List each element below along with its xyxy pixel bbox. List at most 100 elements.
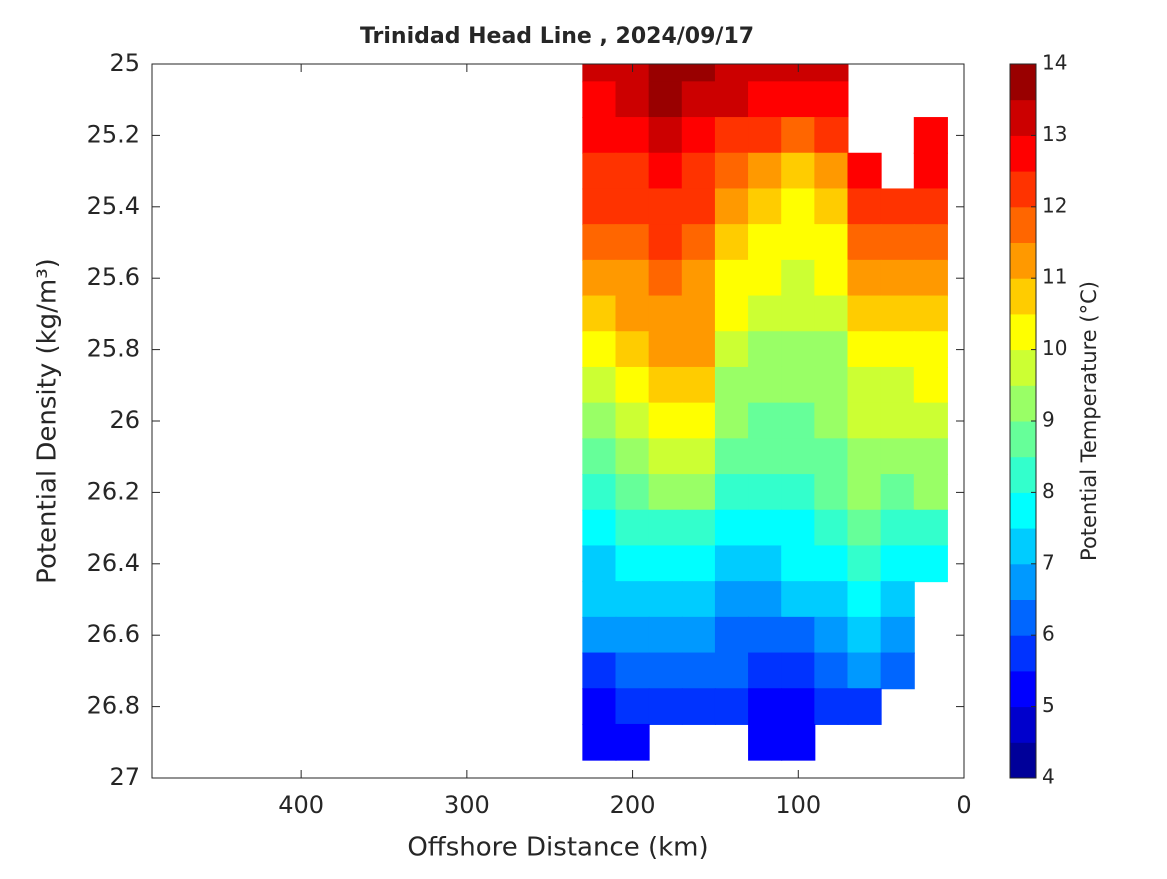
colorbar-tick-label: 14 — [1042, 51, 1067, 75]
contour-cell — [714, 295, 750, 333]
contour-cell — [880, 474, 915, 511]
x-tick-label: 200 — [610, 791, 656, 819]
contour-cell — [781, 366, 816, 404]
contour-cell — [582, 152, 617, 190]
contour-cell — [781, 117, 816, 154]
contour-cell — [913, 152, 948, 190]
colorbar-tick-label: 7 — [1042, 550, 1055, 574]
y-tick-label: 25.2 — [87, 120, 140, 148]
contour-cell — [615, 117, 650, 154]
contour-cell — [582, 117, 617, 154]
contour-cell — [615, 152, 650, 190]
contour-cell — [648, 295, 683, 333]
contour-cell — [681, 366, 716, 404]
contour-cell — [913, 331, 948, 368]
contour-cell — [681, 438, 716, 476]
contour-cell — [748, 152, 783, 190]
colorbar-band — [1010, 385, 1036, 422]
contour-cell — [748, 259, 783, 297]
contour-cell — [714, 616, 750, 654]
contour-cell — [847, 331, 882, 368]
contour-cell — [814, 402, 849, 440]
contour-cell — [781, 224, 816, 261]
contour-cell — [615, 295, 650, 333]
contour-cell — [781, 331, 816, 368]
contour-cell — [648, 474, 683, 511]
contour-cell — [648, 616, 683, 654]
colorbar-label: Potential Temperature (°C) — [1077, 281, 1101, 561]
contour-cell — [847, 295, 882, 333]
contour-cell — [781, 81, 816, 119]
colorbar-band — [1010, 563, 1036, 600]
contour-cell — [880, 545, 915, 583]
contour-cell — [615, 81, 650, 119]
contour-cell — [814, 366, 849, 404]
colorbar-band — [1010, 421, 1036, 458]
y-tick-label: 27 — [109, 763, 140, 791]
contour-field — [582, 64, 948, 761]
contour-cell — [748, 545, 783, 583]
colorbar-tick-label: 8 — [1042, 479, 1055, 503]
contour-cell — [714, 81, 750, 119]
contour-cell — [681, 295, 716, 333]
contour-cell — [880, 652, 915, 690]
colorbar-tick-label: 13 — [1042, 122, 1067, 146]
contour-cell — [714, 366, 750, 404]
colorbar-tick-label: 5 — [1042, 693, 1055, 717]
contour-cell — [714, 652, 750, 690]
contour-cell — [681, 581, 716, 618]
contour-cell — [582, 64, 617, 83]
contour-cell — [748, 509, 783, 547]
contour-cell — [847, 366, 882, 404]
contour-cell — [847, 688, 882, 725]
contour-cell — [781, 723, 816, 761]
contour-cell — [582, 581, 617, 618]
y-tick-label: 26.6 — [87, 620, 140, 648]
contour-cell — [748, 688, 783, 725]
contour-cell — [615, 581, 650, 618]
contour-cell — [681, 224, 716, 261]
contour-cell — [615, 366, 650, 404]
contour-cell — [781, 652, 816, 690]
contour-cell — [913, 224, 948, 261]
contour-cell — [913, 117, 948, 154]
contour-cell — [814, 581, 849, 618]
contour-cell — [847, 616, 882, 654]
contour-cell — [648, 402, 683, 440]
contour-cell — [781, 402, 816, 440]
contour-cell — [648, 581, 683, 618]
contour-cell — [615, 259, 650, 297]
contour-cell — [582, 188, 617, 226]
chart-title: Trinidad Head Line , 2024/09/17 — [360, 24, 754, 49]
contour-cell — [714, 509, 750, 547]
colorbar-band — [1010, 349, 1036, 386]
y-tick-label: 26.2 — [87, 477, 140, 505]
contour-cell — [615, 438, 650, 476]
contour-cell — [582, 438, 617, 476]
contour-cell — [714, 545, 750, 583]
contour-cell — [814, 259, 849, 297]
contour-cell — [714, 688, 750, 725]
contour-cell — [880, 295, 915, 333]
contour-cell — [913, 509, 948, 547]
colorbar-band — [1010, 64, 1036, 101]
contour-cell — [880, 331, 915, 368]
contour-cell — [582, 295, 617, 333]
contour-cell — [615, 188, 650, 226]
contour-cell — [814, 331, 849, 368]
contour-cell — [781, 188, 816, 226]
y-tick-label: 25 — [109, 49, 140, 77]
contour-cell — [847, 581, 882, 618]
contour-cell — [880, 438, 915, 476]
contour-cell — [880, 224, 915, 261]
contour-cell — [748, 64, 783, 83]
contour-cell — [748, 81, 783, 119]
contour-cell — [714, 224, 750, 261]
contour-cell — [781, 64, 816, 83]
contour-cell — [814, 545, 849, 583]
contour-cell — [847, 402, 882, 440]
contour-cell — [748, 188, 783, 226]
contour-cell — [714, 117, 750, 154]
colorbar-band — [1010, 742, 1036, 779]
contour-cell — [615, 688, 650, 725]
